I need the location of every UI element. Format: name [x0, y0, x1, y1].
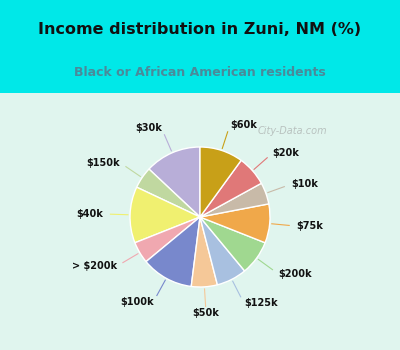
Wedge shape	[191, 217, 218, 287]
Text: $20k: $20k	[272, 148, 299, 158]
Text: $125k: $125k	[244, 298, 278, 308]
Wedge shape	[200, 217, 245, 285]
Wedge shape	[146, 217, 200, 286]
Text: $60k: $60k	[230, 120, 257, 130]
Text: Black or African American residents: Black or African American residents	[74, 66, 326, 79]
Text: $50k: $50k	[193, 308, 220, 319]
Wedge shape	[149, 147, 200, 217]
Wedge shape	[200, 160, 261, 217]
Text: $100k: $100k	[120, 297, 154, 307]
Text: $75k: $75k	[296, 221, 323, 231]
Text: $30k: $30k	[135, 123, 162, 133]
Wedge shape	[200, 183, 269, 217]
Wedge shape	[200, 217, 265, 271]
Text: $10k: $10k	[291, 179, 318, 189]
Text: > $200k: > $200k	[72, 261, 117, 271]
Text: $200k: $200k	[278, 269, 312, 279]
Text: Income distribution in Zuni, NM (%): Income distribution in Zuni, NM (%)	[38, 22, 362, 37]
Text: City-Data.com: City-Data.com	[257, 126, 327, 136]
Wedge shape	[200, 147, 241, 217]
Wedge shape	[130, 187, 200, 243]
Wedge shape	[137, 169, 200, 217]
Wedge shape	[200, 204, 270, 243]
Text: $40k: $40k	[76, 209, 104, 219]
Text: $150k: $150k	[86, 158, 120, 168]
Wedge shape	[135, 217, 200, 261]
